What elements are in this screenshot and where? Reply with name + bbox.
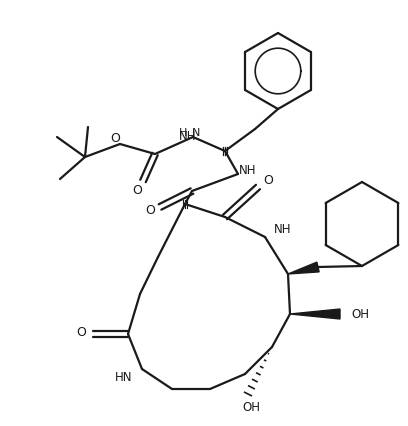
Polygon shape [290,309,340,319]
Text: O: O [263,174,273,187]
Text: H: H [179,128,187,138]
Text: OH: OH [351,308,369,321]
Text: HN: HN [115,371,133,383]
Text: O: O [76,326,86,339]
Text: O: O [110,131,120,144]
Text: NH: NH [179,129,197,142]
Polygon shape [288,262,319,274]
Text: OH: OH [242,400,260,414]
Text: N: N [192,128,200,138]
Text: NH: NH [239,164,257,177]
Text: O: O [145,204,155,217]
Text: O: O [132,184,142,197]
Text: NH: NH [274,223,292,236]
